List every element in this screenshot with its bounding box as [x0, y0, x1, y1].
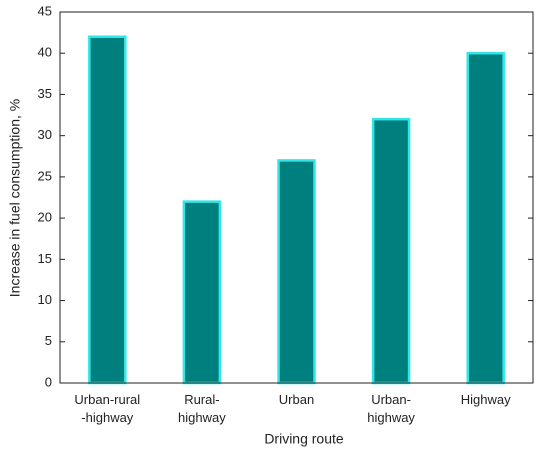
bar	[277, 159, 316, 385]
bar	[371, 117, 411, 385]
plot-frame	[59, 11, 534, 384]
bar	[182, 200, 222, 385]
y-tick-label: 30	[38, 127, 52, 142]
bar	[466, 51, 505, 385]
x-tick-label: Urban-highway	[367, 392, 415, 425]
y-tick-label: 5	[45, 333, 52, 348]
y-tick-label: 45	[38, 3, 52, 18]
y-tick-label: 35	[38, 86, 52, 101]
x-tick-label: Urban-rural -highway	[74, 392, 140, 425]
y-tick-label: 40	[38, 45, 52, 60]
y-tick-label: 15	[38, 251, 52, 266]
x-tick-label: Highway	[461, 392, 511, 407]
x-axis-label: Driving route	[264, 431, 344, 447]
y-axis-label: Increase in fuel consumption, %	[7, 99, 23, 297]
y-tick-label: 0	[45, 374, 52, 389]
y-tick-label: 10	[38, 292, 52, 307]
x-tick-label: Rural-highway	[178, 392, 226, 425]
y-tick-label: 25	[38, 168, 52, 183]
y-tick-label: 20	[38, 210, 52, 225]
bar	[88, 35, 127, 385]
x-tick-label: Urban	[279, 392, 314, 407]
